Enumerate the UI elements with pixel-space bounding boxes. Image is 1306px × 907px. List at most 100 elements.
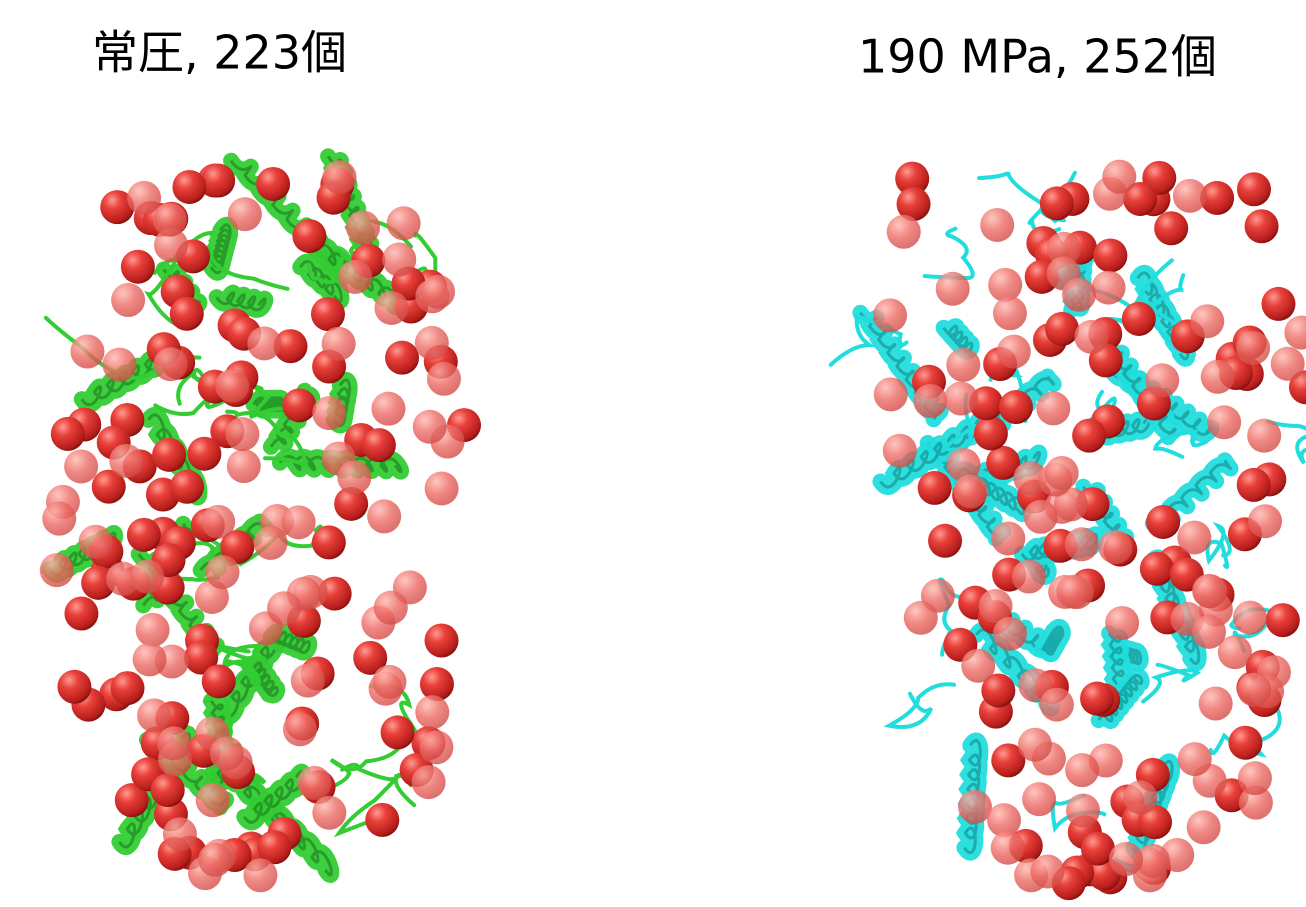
water-molecule	[1233, 601, 1267, 635]
water-molecule	[1237, 172, 1271, 206]
water-molecule	[883, 434, 917, 468]
water-molecule	[1284, 316, 1306, 350]
water-molecule	[157, 726, 191, 760]
water-molecule	[958, 790, 992, 824]
water-molecule	[312, 796, 346, 830]
water-molecule	[382, 242, 416, 276]
water-molecule	[427, 362, 461, 396]
water-molecule	[993, 617, 1027, 651]
water-molecule	[170, 297, 204, 331]
water-molecule	[413, 410, 447, 444]
water-molecule	[136, 613, 170, 647]
water-molecule	[322, 327, 356, 361]
loop	[925, 229, 973, 278]
water-molecule	[946, 348, 980, 382]
water-molecule	[111, 671, 145, 705]
water-molecule	[1056, 575, 1090, 609]
water-molecule	[243, 858, 277, 892]
water-molecule	[312, 396, 346, 430]
panel-label: 190 MPa, 252個	[858, 30, 1217, 84]
water-molecule	[163, 817, 197, 851]
water-molecule	[254, 526, 288, 560]
water-molecule	[1271, 347, 1305, 381]
water-molecule	[201, 164, 235, 198]
water-molecule	[338, 260, 372, 294]
water-molecule	[415, 326, 449, 360]
water-molecule	[1066, 793, 1100, 827]
water-molecule	[133, 642, 167, 676]
water-molecule	[121, 250, 155, 284]
water-molecule	[51, 417, 85, 451]
water-molecule	[365, 803, 399, 837]
water-molecule	[385, 341, 419, 375]
water-molecule	[152, 438, 186, 472]
water-molecule	[374, 291, 408, 325]
water-molecule	[419, 730, 453, 764]
water-molecule	[64, 596, 98, 630]
water-molecule	[980, 208, 1014, 242]
water-molecule	[151, 773, 185, 807]
water-molecule	[1237, 673, 1271, 707]
water-molecule	[873, 298, 907, 332]
water-molecule	[196, 783, 230, 817]
water-molecule	[1178, 742, 1212, 776]
water-molecule	[425, 623, 459, 657]
water-molecule	[961, 649, 995, 683]
water-molecule	[1145, 363, 1179, 397]
water-molecule	[70, 335, 104, 369]
water-molecule	[887, 215, 921, 249]
water-molecule	[1190, 304, 1224, 338]
water-molecule	[1266, 603, 1300, 637]
water-molecule	[1248, 504, 1282, 538]
water-molecule	[954, 474, 988, 508]
water-molecule	[79, 525, 113, 559]
water-molecule	[362, 428, 396, 462]
water-molecule	[1245, 209, 1279, 243]
water-molecule	[415, 695, 449, 729]
water-molecule	[1102, 160, 1136, 194]
water-molecule	[1228, 726, 1262, 760]
water-molecule	[1236, 331, 1270, 365]
water-molecule	[292, 219, 326, 253]
water-molecule	[1045, 312, 1079, 346]
water-molecule	[297, 766, 331, 800]
water-molecule	[1098, 530, 1132, 564]
water-molecule	[367, 499, 401, 533]
water-molecule	[1022, 782, 1056, 816]
figure: 常圧, 223個 190 MPa, 252個	[0, 0, 1306, 907]
water-molecule	[312, 525, 346, 559]
protein-structure	[40, 156, 481, 892]
water-molecule	[1109, 842, 1143, 876]
water-molecule	[282, 505, 316, 539]
water-molecule	[227, 449, 261, 483]
water-molecule	[1074, 320, 1108, 354]
water-molecule	[1177, 520, 1211, 554]
water-molecule	[1072, 419, 1106, 453]
loop	[1208, 526, 1230, 567]
water-molecule	[1018, 728, 1052, 762]
water-molecule	[1146, 505, 1180, 539]
water-molecule	[1199, 687, 1233, 721]
water-molecule	[210, 736, 244, 770]
water-molecule	[201, 505, 235, 539]
water-molecule	[202, 664, 236, 698]
water-molecule	[421, 275, 455, 309]
water-molecule	[1192, 615, 1226, 649]
water-molecule	[130, 560, 164, 594]
water-molecule	[1040, 186, 1074, 220]
panel-label: 常圧, 223個	[92, 26, 347, 80]
water-molecule	[904, 601, 938, 635]
water-molecule	[993, 296, 1027, 330]
water-molecule	[323, 160, 357, 194]
water-molecule	[1261, 287, 1295, 321]
water-molecule	[337, 460, 371, 494]
water-molecule	[1031, 854, 1065, 888]
water-molecule	[1140, 552, 1174, 586]
water-molecule	[936, 272, 970, 306]
page: 常圧, 223個 190 MPa, 252個 (() => { const da…	[0, 0, 1306, 907]
water-molecule	[928, 524, 962, 558]
water-molecule	[425, 471, 459, 505]
protein-structure	[831, 160, 1306, 900]
water-molecule	[102, 348, 136, 382]
water-molecule	[1093, 238, 1127, 272]
